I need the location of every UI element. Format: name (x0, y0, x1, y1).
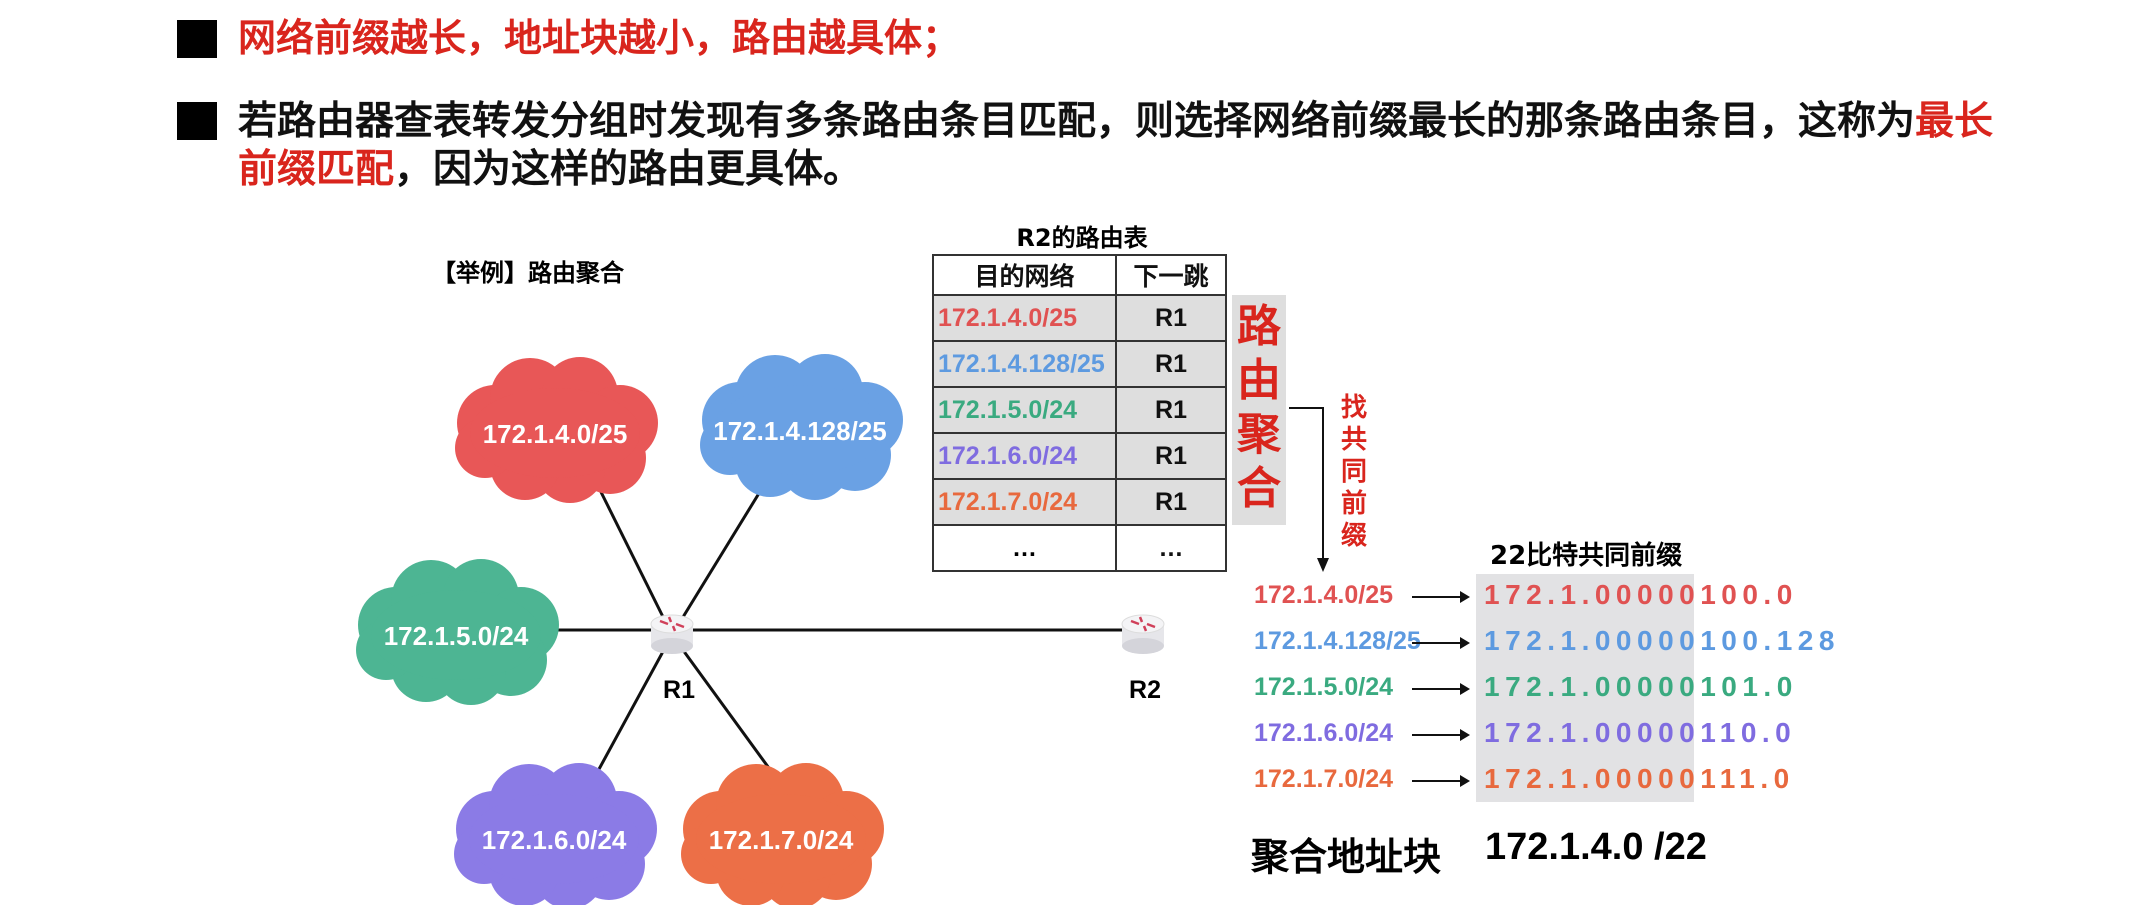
arrow-right-icon (1412, 729, 1470, 741)
cloud-172-1-4-128: 172.1.4.128/25 (700, 354, 903, 500)
svg-text:172.1.5.0/24: 172.1.5.0/24 (384, 621, 529, 651)
link-r1-purple (590, 634, 674, 783)
next-hop-cell: R1 (1115, 478, 1227, 526)
table-row: …… (932, 524, 1227, 572)
bullet-text-2-highlight-a: 最长 (1915, 99, 1994, 144)
prefix-remaining-bits: 01.0 (1721, 671, 1798, 702)
prefix-network: 172.1.4.128/25 (1254, 627, 1421, 655)
next-hop-cell: R1 (1115, 432, 1227, 480)
prefix-network: 172.1.4.0/25 (1254, 581, 1394, 609)
prefix-common-bits: 172.1.000001 (1484, 625, 1722, 656)
prefix-network: 172.1.7.0/24 (1254, 765, 1394, 793)
prefix-binary: 172.1.00000110.0 (1484, 717, 1796, 749)
aggregation-label: 路由聚合 (1237, 301, 1281, 514)
table-row: 172.1.7.0/24 R1 (932, 478, 1227, 526)
prefix-remaining-bits: 10.0 (1719, 717, 1797, 748)
table-row: 172.1.6.0/24 R1 (932, 432, 1227, 480)
cloud-172-1-5-0: 172.1.5.0/24 (356, 559, 559, 705)
next-hop-cell: … (1115, 524, 1227, 572)
bullet-square-icon (177, 20, 217, 58)
arrow-right-icon (1412, 683, 1470, 695)
aggregate-label: 聚合地址块 (1251, 835, 1442, 879)
bullet-text-1: 网络前缀越长，地址块越小，路由越具体； (238, 16, 961, 60)
cloud-172-1-4-0: 172.1.4.0/25 (455, 357, 658, 503)
dest-cell: 172.1.6.0/24 (932, 432, 1117, 480)
bullet-text-2a: 若路由器查表转发分组时发现有多条路由条目匹配，则选择网络前缀最长的那条路由条目，… (238, 99, 1916, 144)
router-r1-label: R1 (663, 676, 695, 704)
arrow-right-icon (1412, 637, 1470, 649)
arrow-right-icon (1412, 591, 1470, 603)
table-row: 172.1.4.0/25 R1 (932, 294, 1227, 342)
prefix-binary: 172.1.00000100.0 (1484, 579, 1798, 611)
aggregation-highlight (1232, 295, 1286, 525)
aggregation-connector (1289, 407, 1324, 560)
dest-cell: 172.1.5.0/24 (932, 386, 1117, 434)
prefix-binary: 172.1.00000100.128 (1484, 625, 1840, 657)
link-r1-blue (670, 489, 763, 636)
next-hop-cell: R1 (1115, 294, 1227, 342)
dest-cell: … (932, 524, 1117, 572)
arrow-right-icon (1412, 775, 1470, 787)
aggregate-value: 172.1.4.0 /22 (1485, 826, 1707, 868)
bullet-square-icon (177, 102, 217, 140)
common-prefix-title: 22比特共同前缀 (1490, 541, 1683, 571)
prefix-remaining-bits: 00.128 (1721, 625, 1840, 656)
bullet-text-2-line-2: 前缀匹配，因为这样的路由更具体。 (238, 146, 862, 194)
find-prefix-label: 找共同前缀 (1340, 393, 1367, 551)
prefix-binary: 172.1.00000111.0 (1484, 763, 1795, 795)
svg-text:172.1.7.0/24: 172.1.7.0/24 (709, 825, 854, 855)
next-hop-cell: R1 (1115, 386, 1227, 434)
routing-table: 目的网络 下一跳 172.1.4.0/25 R1 172.1.4.128/25 R1… (932, 254, 1227, 572)
routing-table-title: R2的路由表 (1016, 224, 1148, 252)
next-hop-cell: R1 (1115, 340, 1227, 388)
dest-cell: 172.1.4.0/25 (932, 294, 1117, 342)
dest-cell: 172.1.7.0/24 (932, 478, 1117, 526)
link-r1-orange (670, 634, 784, 787)
cloud-172-1-7-0: 172.1.7.0/24 (681, 763, 884, 905)
bullet-text-2b: ，因为这样的路由更具体。 (394, 147, 863, 192)
prefix-remaining-bits: 11.0 (1719, 763, 1795, 794)
prefix-common-bits: 172.1.000001 (1484, 579, 1722, 610)
prefix-network: 172.1.6.0/24 (1254, 719, 1394, 747)
bullet-text-2-highlight-b: 前缀匹配 (238, 147, 395, 192)
header-destination: 目的网络 (932, 254, 1117, 296)
prefix-network: 172.1.5.0/24 (1254, 673, 1394, 701)
common-prefix-highlight (1476, 574, 1694, 802)
arrow-down-icon (1317, 558, 1329, 572)
svg-text:172.1.4.0/25: 172.1.4.0/25 (483, 419, 628, 449)
header-next-hop: 下一跳 (1115, 254, 1227, 296)
prefix-common-bits: 172.1.000001 (1484, 763, 1720, 794)
table-row: 172.1.5.0/24 R1 (932, 386, 1227, 434)
table-row: 172.1.4.128/25 R1 (932, 340, 1227, 388)
router-r2-label: R2 (1129, 676, 1161, 704)
link-r1-red (598, 489, 674, 636)
router-r2-icon (1120, 613, 1166, 656)
svg-text:172.1.6.0/24: 172.1.6.0/24 (482, 825, 627, 855)
router-r1-icon (649, 613, 695, 656)
prefix-binary: 172.1.00000101.0 (1484, 671, 1798, 703)
prefix-remaining-bits: 00.0 (1721, 579, 1798, 610)
example-label: 【举例】路由聚合 (432, 259, 624, 287)
cloud-172-1-6-0: 172.1.6.0/24 (454, 763, 657, 905)
svg-text:172.1.4.128/25: 172.1.4.128/25 (713, 416, 887, 446)
dest-cell: 172.1.4.128/25 (932, 340, 1117, 388)
prefix-common-bits: 172.1.000001 (1484, 671, 1722, 702)
prefix-common-bits: 172.1.000001 (1484, 717, 1720, 748)
table-header-row: 目的网络 下一跳 (932, 254, 1227, 296)
bullet-text-2-line-1: 若路由器查表转发分组时发现有多条路由条目匹配，则选择网络前缀最长的那条路由条目，… (238, 98, 1993, 146)
